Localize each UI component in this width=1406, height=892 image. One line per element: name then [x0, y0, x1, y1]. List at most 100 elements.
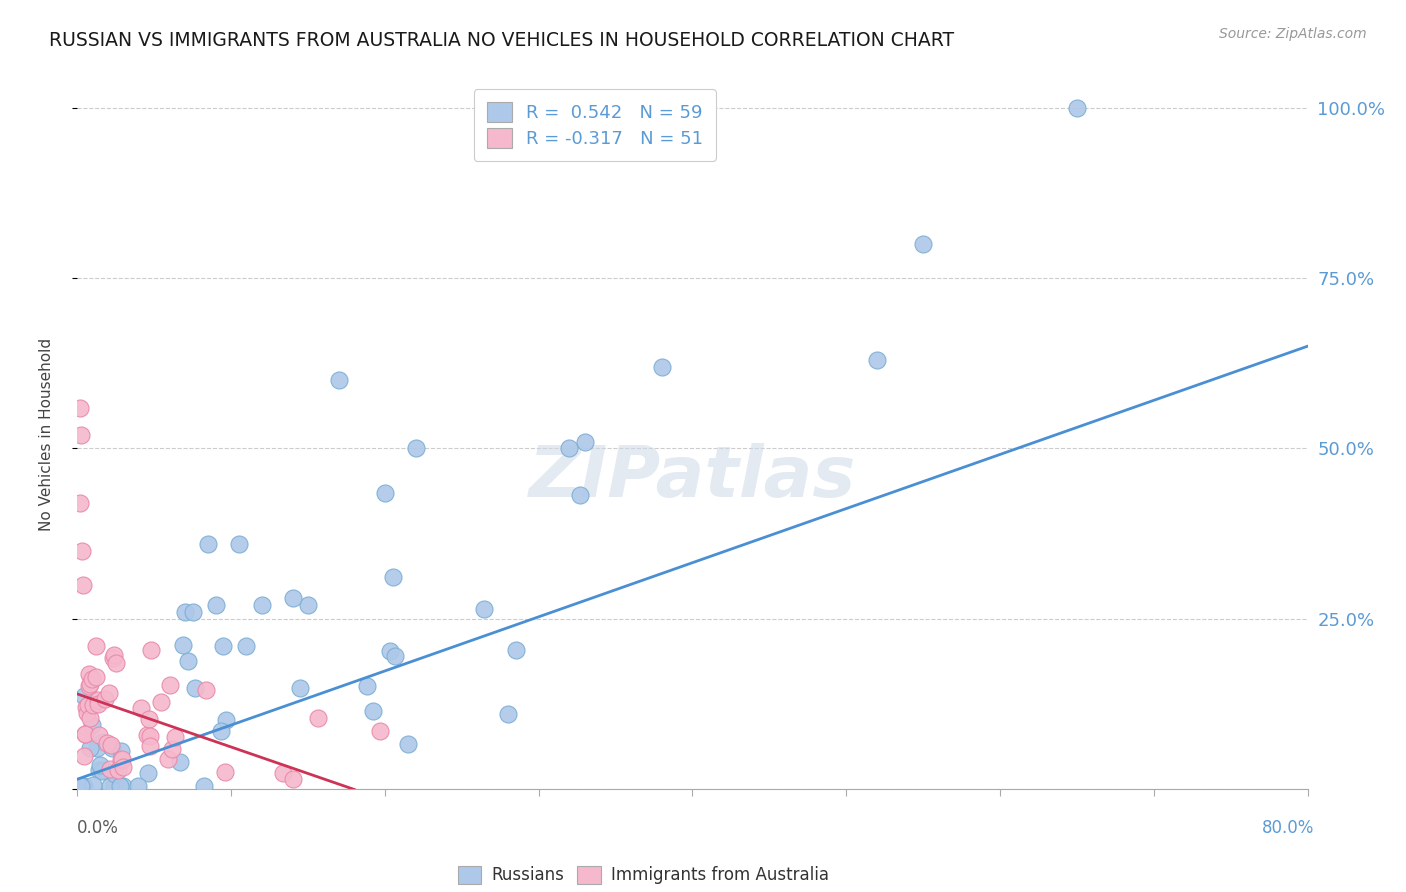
Text: 0.0%: 0.0%	[77, 819, 120, 837]
Y-axis label: No Vehicles in Household: No Vehicles in Household	[39, 338, 53, 532]
Point	[184, 681, 207, 695]
Point	[94, 692, 117, 706]
Point	[69, 496, 91, 510]
Point	[866, 352, 889, 367]
Point	[98, 762, 121, 776]
Legend: Russians, Immigrants from Australia: Russians, Immigrants from Australia	[451, 859, 835, 891]
Point	[150, 695, 173, 709]
Point	[72, 779, 94, 793]
Point	[174, 605, 197, 619]
Point	[73, 690, 96, 704]
Point	[193, 779, 215, 793]
Point	[127, 779, 149, 793]
Point	[108, 779, 131, 793]
Point	[281, 591, 304, 606]
Point	[82, 672, 104, 686]
Point	[163, 730, 186, 744]
Text: ZIPatlas: ZIPatlas	[529, 443, 856, 512]
Point	[86, 693, 108, 707]
Point	[160, 742, 183, 756]
Point	[87, 728, 110, 742]
Point	[281, 772, 304, 786]
Point	[136, 765, 159, 780]
Point	[384, 648, 406, 663]
Point	[135, 727, 157, 741]
Point	[89, 758, 111, 772]
Point	[82, 698, 104, 712]
Point	[100, 739, 122, 753]
Point	[89, 763, 111, 777]
Point	[103, 779, 125, 793]
Point	[157, 752, 180, 766]
Point	[79, 677, 101, 691]
Point	[195, 683, 218, 698]
Point	[214, 764, 236, 779]
Point	[73, 727, 96, 741]
Point	[574, 434, 596, 449]
Point	[110, 753, 132, 767]
Point	[1066, 101, 1088, 115]
Point	[104, 767, 127, 781]
Point	[382, 569, 405, 583]
Point	[79, 741, 101, 756]
Point	[76, 706, 98, 721]
Point	[396, 738, 419, 752]
Point	[100, 740, 122, 755]
Point	[93, 763, 115, 777]
Point	[111, 760, 134, 774]
Point	[139, 729, 162, 743]
Point	[87, 697, 110, 711]
Point	[356, 679, 378, 693]
Point	[307, 711, 329, 725]
Point	[69, 401, 91, 415]
Point	[651, 359, 673, 374]
Point	[72, 779, 94, 793]
Point	[181, 605, 204, 619]
Point	[169, 756, 191, 770]
Point	[77, 679, 100, 693]
Point	[172, 638, 194, 652]
Point	[103, 648, 125, 663]
Point	[96, 736, 118, 750]
Point	[235, 639, 257, 653]
Point	[98, 779, 121, 793]
Point	[90, 735, 112, 749]
Point	[328, 373, 350, 387]
Point	[405, 442, 427, 456]
Point	[70, 428, 93, 442]
Point	[75, 727, 97, 741]
Point	[70, 779, 93, 793]
Point	[70, 543, 93, 558]
Point	[204, 599, 226, 613]
Point	[129, 701, 152, 715]
Point	[72, 578, 94, 592]
Point	[912, 236, 935, 251]
Point	[141, 642, 163, 657]
Point	[368, 723, 391, 738]
Point	[271, 766, 294, 780]
Point	[111, 779, 134, 793]
Point	[215, 713, 238, 727]
Point	[496, 706, 519, 721]
Point	[363, 704, 385, 718]
Point	[374, 485, 396, 500]
Point	[91, 764, 114, 778]
Point	[290, 681, 312, 695]
Point	[80, 718, 103, 732]
Point	[77, 667, 100, 681]
Point	[97, 686, 120, 700]
Text: Source: ZipAtlas.com: Source: ZipAtlas.com	[1219, 27, 1367, 41]
Text: 80.0%: 80.0%	[1263, 819, 1315, 837]
Point	[472, 602, 495, 616]
Point	[228, 537, 250, 551]
Point	[73, 749, 96, 764]
Point	[212, 639, 235, 653]
Point	[84, 639, 107, 653]
Point	[75, 700, 97, 714]
Point	[82, 778, 104, 792]
Point	[177, 654, 200, 668]
Text: RUSSIAN VS IMMIGRANTS FROM AUSTRALIA NO VEHICLES IN HOUSEHOLD CORRELATION CHART: RUSSIAN VS IMMIGRANTS FROM AUSTRALIA NO …	[49, 31, 955, 50]
Point	[77, 698, 100, 712]
Point	[111, 752, 134, 766]
Point	[250, 599, 273, 613]
